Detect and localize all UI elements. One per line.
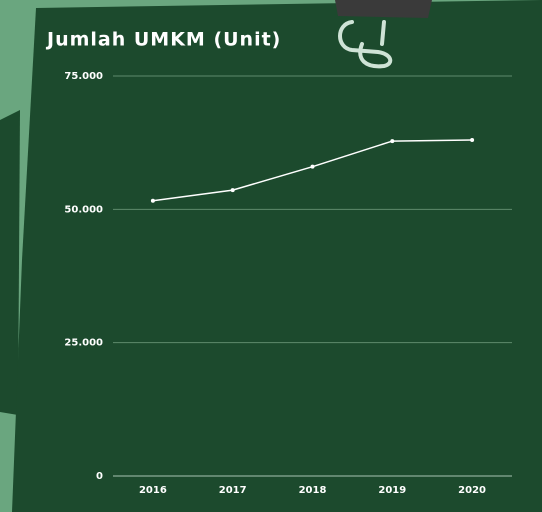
x-tick-label: 2019	[378, 485, 406, 496]
clip-decoration	[338, 20, 393, 69]
x-tick-label: 2020	[458, 485, 486, 496]
y-tick-label: 0	[96, 471, 103, 482]
point	[150, 198, 155, 203]
chart-title: Jumlah UMKM (Unit)	[45, 29, 281, 51]
x-tick-label: 2016	[139, 485, 167, 496]
point	[310, 164, 315, 169]
x-tick-label: 2018	[299, 485, 327, 496]
background-shape	[0, 110, 20, 415]
y-tick-label: 25.000	[64, 338, 103, 349]
x-tick-label: 2017	[219, 485, 247, 496]
clip	[335, 0, 432, 18]
y-tick-label: 50.000	[64, 204, 103, 215]
y-tick-label: 75.000	[64, 71, 103, 82]
point	[230, 188, 235, 193]
point	[390, 139, 395, 144]
point	[470, 138, 475, 142]
panel	[12, 0, 542, 512]
